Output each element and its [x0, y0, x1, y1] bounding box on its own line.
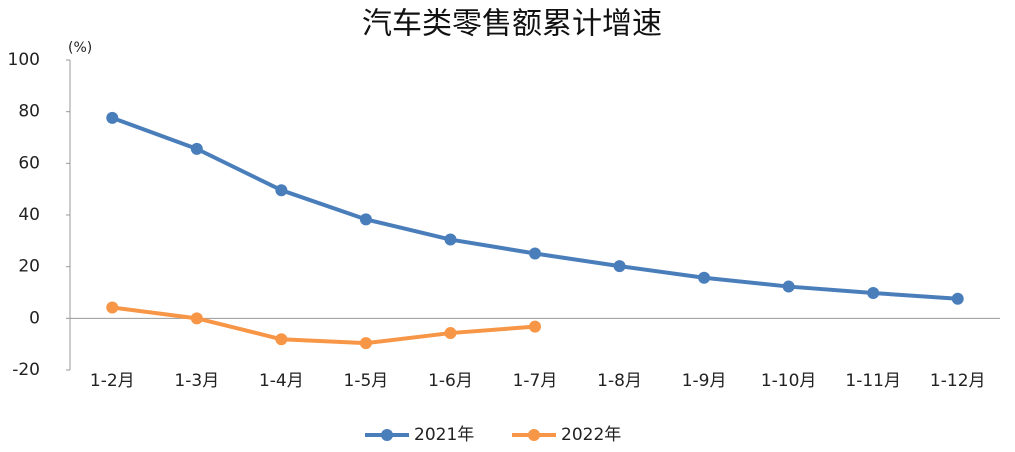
x-tick-label: 1-5月	[344, 371, 389, 391]
point	[698, 271, 711, 284]
point	[190, 142, 203, 155]
legend-marker	[381, 429, 393, 441]
series-line	[111, 115, 958, 301]
x-tick-label: 1-7月	[513, 371, 558, 391]
point	[190, 312, 203, 325]
x-tick-label: 1-11月	[845, 371, 901, 391]
y-tick-label: 20	[18, 257, 40, 277]
y-tick-label: 0	[29, 308, 40, 328]
point	[782, 280, 795, 293]
y-tick-label: -20	[12, 360, 40, 380]
x-tick-label: 1-8月	[597, 371, 642, 391]
y-tick-label: 60	[18, 153, 40, 173]
y-tick-label: 40	[18, 205, 40, 225]
x-tick-label: 1-9月	[682, 371, 727, 391]
y-unit-label: (%)	[68, 40, 92, 56]
point	[275, 333, 288, 346]
x-tick-label: 1-4月	[259, 371, 304, 391]
series-line	[112, 305, 536, 346]
point	[613, 260, 626, 273]
x-tick-label: 1-12月	[930, 371, 986, 391]
legend-label: 2022年	[561, 425, 621, 445]
point	[359, 337, 372, 350]
point	[444, 327, 457, 340]
point	[275, 184, 288, 197]
legend-label: 2021年	[414, 425, 474, 445]
x-tick-label: 1-3月	[174, 371, 219, 391]
x-tick-label: 1-10月	[761, 371, 817, 391]
point	[359, 213, 372, 226]
chart-title: 汽车类零售额累计增速	[362, 7, 662, 42]
y-tick-label: 80	[18, 102, 40, 122]
legend-marker	[528, 429, 540, 441]
point	[951, 292, 964, 305]
x-tick-label: 1-6月	[428, 371, 473, 391]
point	[529, 247, 541, 260]
point	[106, 301, 119, 314]
point	[444, 233, 457, 246]
y-tick-label: 100	[8, 50, 40, 70]
x-tick-label: 1-2月	[90, 371, 135, 391]
point	[529, 320, 541, 333]
point	[867, 287, 880, 300]
point	[106, 111, 119, 124]
